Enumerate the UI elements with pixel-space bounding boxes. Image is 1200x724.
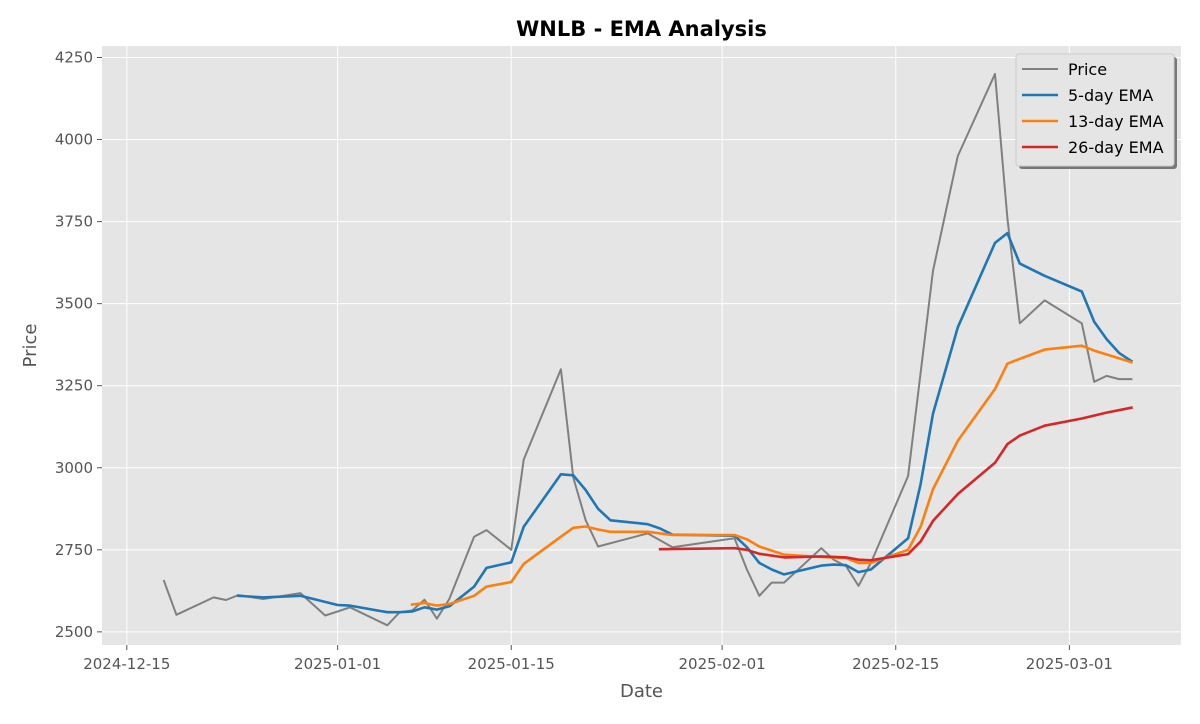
y-axis-title: Price [20, 324, 41, 368]
y-tick-label: 3500 [55, 295, 93, 313]
series-line-13-day-ema [410, 344, 1134, 607]
legend-label: Price [1068, 60, 1107, 79]
y-tick-label: 3750 [55, 213, 93, 231]
series-lines [162, 72, 1134, 627]
y-tick-label: 2750 [55, 541, 93, 559]
legend: Price 5-day EMA 13-day EMA 26-day EMA [1015, 53, 1177, 169]
x-tick-label: 2025-01-01 [294, 655, 381, 673]
legend-box [1015, 53, 1175, 167]
x-axis-title: Date [620, 681, 663, 702]
legend-label: 26-day EMA [1068, 138, 1164, 157]
legend-label: 5-day EMA [1068, 86, 1153, 105]
legend-items: Price 5-day EMA 13-day EMA 26-day EMA [1022, 60, 1164, 157]
y-tick-label: 3250 [55, 377, 93, 395]
series-line-price [162, 72, 1133, 627]
axis-ticks: 2024-12-15 2025-01-01 2025-01-15 2025-02-01… [55, 48, 1113, 673]
y-tick-label: 4000 [55, 131, 93, 149]
x-tick-label: 2024-12-15 [83, 655, 170, 673]
chart-title: WNLB - EMA Analysis [516, 17, 767, 41]
y-tick-label: 3000 [55, 459, 93, 477]
x-tick-label: 2025-03-01 [1026, 655, 1113, 673]
x-tick-label: 2025-02-15 [852, 655, 939, 673]
x-tick-label: 2025-01-15 [468, 655, 555, 673]
y-tick-label: 2500 [55, 623, 93, 641]
series-line-26-day-ema [658, 406, 1133, 562]
grid-lines [102, 46, 1181, 645]
x-tick-label: 2025-02-01 [679, 655, 766, 673]
y-tick-label: 4250 [55, 48, 93, 66]
legend-label: 13-day EMA [1068, 112, 1164, 131]
